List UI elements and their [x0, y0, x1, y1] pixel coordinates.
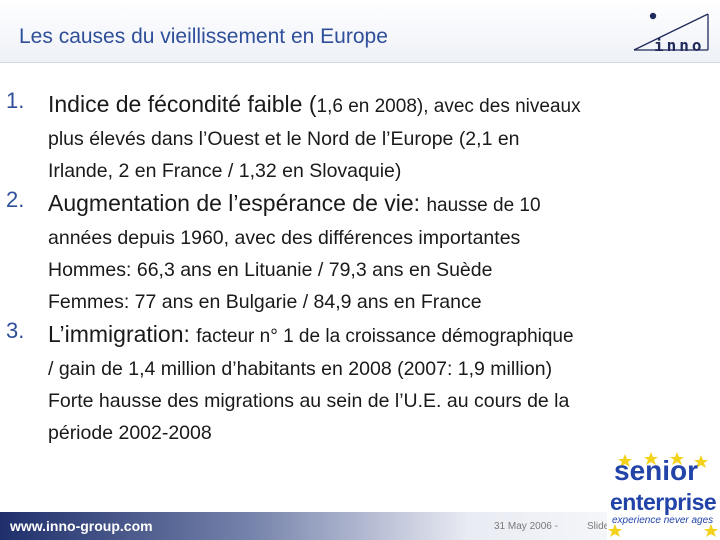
- bullet-line: / gain de 1,4 million d’habitants en 200…: [48, 358, 553, 380]
- badge-senior-text: senior: [614, 455, 699, 486]
- slide-footer: www.inno-group.com 31 May 2006 - Slide: [0, 512, 720, 540]
- badge-enterprise-text: enterprise: [610, 489, 717, 515]
- bullet-line: période 2002-2008: [48, 422, 212, 444]
- star-ring-icon: [608, 452, 718, 537]
- bullet-main-text: L’immigration:: [48, 321, 197, 347]
- bullet-item-2: 2. Augmentation de l’espérance de vie: h…: [0, 187, 720, 318]
- slide-header: Les causes du vieillissement en Europe i…: [0, 0, 720, 63]
- bullet-line: années depuis 1960, avec des différences…: [48, 227, 521, 249]
- inno-logo-icon: [633, 12, 709, 51]
- bullet-number: 3.: [6, 318, 25, 343]
- inno-logo-text: inno: [654, 36, 705, 55]
- bullet-main-line: Augmentation de l’espérance de vie: haus…: [48, 187, 720, 222]
- bullet-main-text: Indice de fécondité faible (: [48, 91, 317, 117]
- bullet-number: 2.: [6, 187, 25, 212]
- bullet-line: Femmes: 77 ans en Bulgarie / 84,9 ans en…: [48, 291, 482, 313]
- bullet-main-text: Augmentation de l’espérance de vie:: [48, 190, 427, 216]
- footer-date: 31 May 2006 -: [494, 521, 558, 532]
- bullet-main-line: L’immigration: facteur n° 1 de la croiss…: [48, 318, 720, 353]
- bullet-line: Irlande, 2 en France / 1,32 en Slovaquie…: [48, 160, 402, 182]
- bullet-item-1: 1. Indice de fécondité faible (1,6 en 20…: [0, 88, 720, 187]
- bullet-main-rest: 1,6 en 2008), avec des niveaux: [316, 96, 581, 117]
- senior-enterprise-logo: [607, 452, 720, 540]
- footer-url[interactable]: www.inno-group.com: [10, 518, 153, 534]
- bullet-main-line: Indice de fécondité faible (1,6 en 2008)…: [48, 88, 720, 123]
- bullet-line: Hommes: 66,3 ans en Lituanie / 79,3 ans …: [48, 259, 493, 281]
- badge-tagline: experience never ages: [612, 515, 714, 526]
- slide-content: 1. Indice de fécondité faible (1,6 en 20…: [0, 88, 720, 449]
- footer-slide-label: Slide: [587, 521, 610, 532]
- bullet-item-3: 3. L’immigration: facteur n° 1 de la cro…: [0, 318, 720, 449]
- bullet-number: 1.: [6, 88, 25, 113]
- bullet-main-rest: hausse de 10: [426, 195, 541, 216]
- bullet-line: Forte hausse des migrations au sein de l…: [48, 390, 570, 412]
- bullet-line: plus élevés dans l’Ouest et le Nord de l…: [48, 128, 520, 150]
- bullet-main-rest: facteur n° 1 de la croissance démographi…: [196, 326, 574, 347]
- slide-title: Les causes du vieillissement en Europe: [19, 25, 388, 48]
